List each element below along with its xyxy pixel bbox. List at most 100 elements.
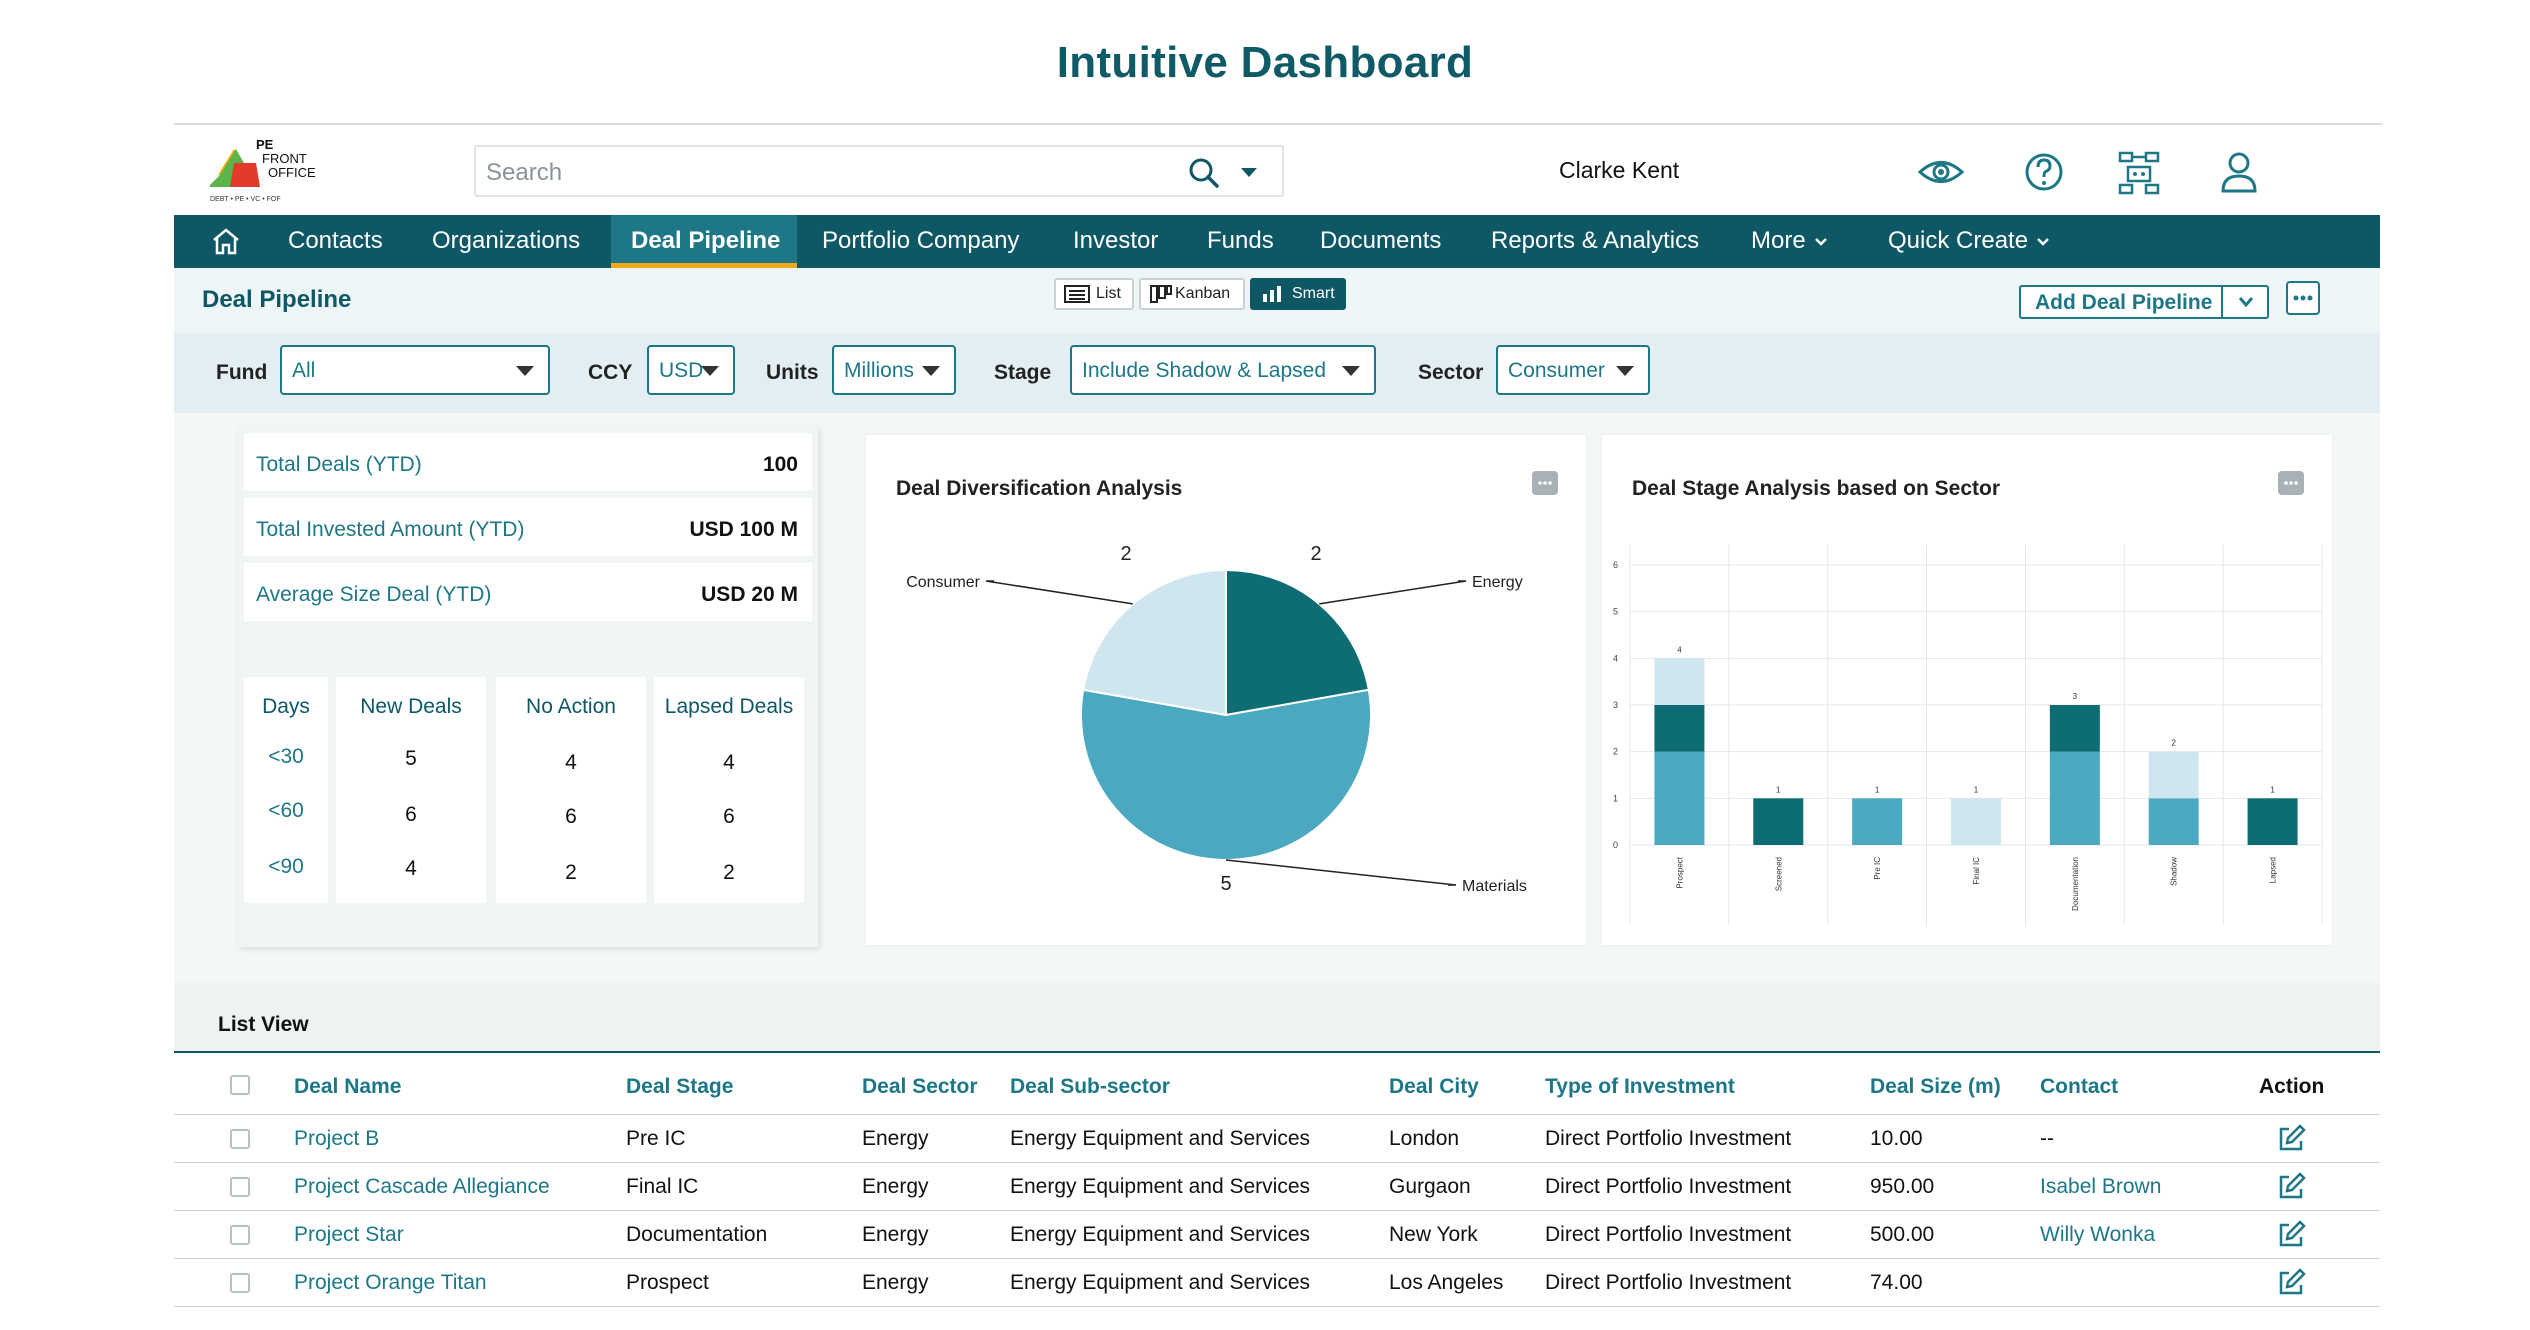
deal-city-cell: Los Angeles	[1389, 1271, 1504, 1294]
stage-select[interactable]: Include Shadow & Lapsed	[1070, 345, 1376, 395]
column-header-deal-subsector[interactable]: Deal Sub-sector	[1010, 1075, 1170, 1098]
edit-icon[interactable]	[2275, 1219, 2307, 1251]
nav-item-documents[interactable]: Documents	[1320, 227, 1442, 254]
chart-menu-button[interactable]	[1532, 471, 1558, 495]
nav-item-contacts[interactable]: Contacts	[288, 227, 383, 254]
sector-select[interactable]: Consumer	[1496, 345, 1650, 395]
more-options-button[interactable]	[2286, 281, 2320, 315]
pie-slice-energy[interactable]	[1225, 568, 1370, 717]
stage-select-value: Include Shadow & Lapsed	[1082, 359, 1327, 382]
list-view-title: List View	[218, 1013, 309, 1036]
deal-name-link[interactable]: Project Star	[294, 1223, 404, 1246]
bar-segment-final-ic[interactable]	[1951, 798, 2001, 845]
ellipsis-icon	[2293, 295, 2313, 301]
nav-item-reports-analytics[interactable]: Reports & Analytics	[1491, 227, 1700, 254]
nav-item-portfolio-company[interactable]: Portfolio Company	[822, 227, 1020, 254]
row-checkbox[interactable]	[230, 1129, 250, 1149]
row-checkbox[interactable]	[230, 1225, 250, 1245]
chevron-down-icon	[1814, 237, 1827, 246]
days-cell[interactable]: <90	[268, 855, 304, 878]
row-checkbox[interactable]	[230, 1177, 250, 1197]
column-header-contact[interactable]: Contact	[2040, 1075, 2119, 1098]
view-smart-button[interactable]: Smart	[1250, 278, 1346, 310]
x-category-label: Final IC	[1972, 857, 1981, 885]
search-dropdown-caret-icon[interactable]	[1236, 159, 1262, 185]
deal-stage-cell: Documentation	[626, 1223, 768, 1246]
search-icon[interactable]	[1186, 155, 1222, 191]
fund-select[interactable]: All	[280, 345, 550, 395]
units-select[interactable]: Millions	[832, 345, 956, 395]
contact-link[interactable]: Isabel Brown	[2040, 1175, 2162, 1198]
column-header-deal-stage[interactable]: Deal Stage	[626, 1075, 734, 1098]
user-profile-icon[interactable]	[2214, 147, 2264, 197]
home-icon[interactable]	[210, 225, 242, 257]
units-filter-label: Units	[766, 361, 819, 384]
bar-segment-prospect[interactable]	[1654, 658, 1705, 705]
chart-menu-button[interactable]	[2278, 471, 2304, 495]
edit-icon[interactable]	[2275, 1123, 2307, 1155]
select-all-checkbox[interactable]	[230, 1075, 250, 1095]
contact-link[interactable]: --	[2040, 1127, 2054, 1150]
main-navigation: Contacts Organizations Deal Pipeline Por…	[174, 215, 2380, 268]
filter-bar: Fund All CCY USD Units Millions Stage In…	[174, 333, 2380, 413]
kpi-value: USD 100 M	[689, 518, 798, 541]
days-cell[interactable]: <60	[268, 799, 304, 822]
pie-slice-consumer[interactable]	[1082, 568, 1227, 717]
view-kanban-button[interactable]: Kanban	[1139, 278, 1245, 310]
column-header-investment-type[interactable]: Type of Investment	[1545, 1075, 1735, 1098]
no-action-cell: 6	[565, 805, 577, 828]
pie-leader-line	[1225, 859, 1457, 886]
add-deal-pipeline-button[interactable]: Add Deal Pipeline	[2019, 285, 2269, 319]
help-icon[interactable]	[2019, 147, 2069, 197]
ccy-select[interactable]: USD	[647, 345, 735, 395]
bar-segment-shadow[interactable]	[2148, 751, 2199, 799]
days-cell[interactable]: <30	[268, 745, 304, 768]
table-row: Project Orange Titan Prospect Energy Energy…	[174, 1259, 2380, 1307]
deal-stage-analysis-card: Deal Stage Analysis based on Sector 0 1 2 3…	[1602, 435, 2332, 945]
edit-icon[interactable]	[2275, 1171, 2307, 1203]
nav-item-investor[interactable]: Investor	[1073, 227, 1159, 254]
column-header-deal-sector[interactable]: Deal Sector	[862, 1075, 978, 1098]
column-header-deal-name[interactable]: Deal Name	[294, 1075, 402, 1098]
kpi-total-deals: Total Deals (YTD) 100	[244, 433, 812, 491]
bar-segment-documentation[interactable]	[2049, 705, 2100, 752]
column-header-deal-size[interactable]: Deal Size (m)	[1870, 1075, 2001, 1098]
column-header-action: Action	[2259, 1075, 2325, 1098]
view-list-button[interactable]: List	[1054, 278, 1134, 310]
nav-item-deal-pipeline[interactable]: Deal Pipeline	[611, 215, 797, 268]
section-title: Deal Pipeline	[202, 286, 352, 313]
bar-segment-lapsed[interactable]	[2247, 798, 2298, 845]
bar-segment-prospect[interactable]	[1654, 751, 1705, 845]
row-checkbox[interactable]	[230, 1273, 250, 1293]
deal-name-link[interactable]: Project B	[294, 1127, 380, 1150]
bar-segment-screened[interactable]	[1753, 798, 1804, 845]
column-header-deal-city[interactable]: Deal City	[1389, 1075, 1479, 1098]
nav-item-more[interactable]: More	[1751, 215, 1828, 268]
deal-name-link[interactable]: Project Orange Titan	[294, 1271, 487, 1294]
deal-name-link[interactable]: Project Cascade Allegiance	[294, 1175, 550, 1198]
org-chart-icon[interactable]	[2114, 147, 2164, 197]
eye-icon[interactable]	[1916, 147, 1966, 197]
bar-total-label: 4	[1677, 645, 1682, 654]
bar-segment-shadow[interactable]	[2148, 798, 2199, 845]
global-search-input[interactable]: Search	[474, 145, 1284, 197]
pe-front-office-logo[interactable]: PE FRONT OFFICE DEBT • PE • VC • FOF	[208, 135, 340, 205]
svg-text:FRONT: FRONT	[262, 151, 307, 166]
chevron-down-icon[interactable]	[2237, 295, 2255, 309]
edit-icon[interactable]	[2275, 1267, 2307, 1299]
nav-item-organizations[interactable]: Organizations	[432, 227, 581, 254]
bar-segment-documentation[interactable]	[2049, 751, 2100, 845]
bar-segment-pre-ic[interactable]	[1852, 798, 1903, 845]
ccy-filter-label: CCY	[588, 361, 633, 384]
deal-subsector-cell: Energy Equipment and Services	[1010, 1223, 1310, 1246]
lapsed-deals-cell: 6	[723, 805, 735, 828]
no-action-column: No Action 4 6 2	[496, 677, 646, 903]
deal-city-cell: New York	[1389, 1223, 1478, 1246]
bar-segment-prospect[interactable]	[1654, 705, 1705, 752]
pie-slice-materials[interactable]	[1080, 688, 1372, 861]
days-column: Days <30 <60 <90	[244, 677, 328, 903]
nav-item-quick-create[interactable]: Quick Create	[1888, 215, 2050, 268]
pie-slice-value: 5	[1220, 873, 1231, 895]
nav-item-funds[interactable]: Funds	[1207, 227, 1274, 254]
contact-link[interactable]: Willy Wonka	[2040, 1223, 2156, 1246]
